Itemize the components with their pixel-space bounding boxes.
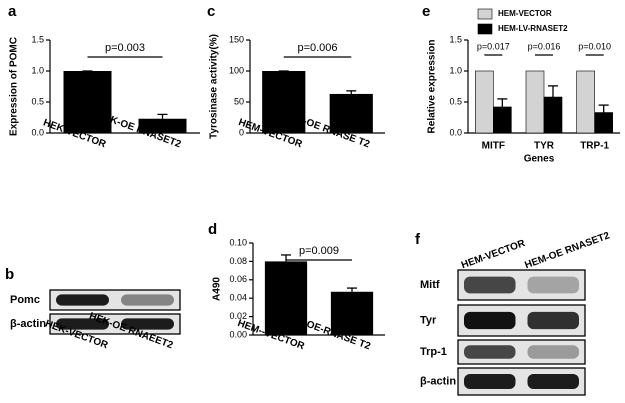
y-tick-label: 1.0 bbox=[449, 65, 462, 75]
bar bbox=[594, 112, 613, 134]
blot-band bbox=[121, 294, 174, 306]
blot-band bbox=[527, 345, 579, 359]
y-tick-label: 1.5 bbox=[449, 34, 462, 44]
y-tick-label: 0.0 bbox=[31, 127, 44, 137]
legend-label: HEM-VECTOR bbox=[498, 9, 552, 18]
error-bar bbox=[598, 104, 609, 113]
y-tick-label: 1.5 bbox=[31, 34, 44, 44]
y-tick-label: 0.10 bbox=[229, 237, 247, 247]
panel-letter: f bbox=[415, 231, 421, 248]
p-value: p=0.010 bbox=[578, 41, 611, 51]
y-axis-label: Tyrosinase activity(%) bbox=[209, 34, 220, 139]
panel-letter: b bbox=[5, 266, 14, 283]
y-axis-label: A490 bbox=[212, 277, 223, 301]
blot-row-label: Tyr bbox=[420, 314, 437, 326]
lane-label: HEM-VECTOR bbox=[460, 238, 527, 272]
y-tick-label: 0.5 bbox=[31, 96, 44, 106]
panel-letter: a bbox=[8, 3, 17, 20]
y-tick-label: 0.02 bbox=[229, 311, 247, 321]
bar bbox=[493, 106, 512, 134]
y-tick-label: 100 bbox=[229, 65, 244, 75]
blot-band bbox=[527, 373, 579, 390]
bar bbox=[525, 70, 545, 134]
blot-band bbox=[121, 318, 174, 330]
y-tick-label: 150 bbox=[229, 34, 244, 44]
blot-band bbox=[56, 318, 109, 330]
y-axis-label: Relative expression bbox=[427, 40, 438, 134]
y-tick-label: 0.0 bbox=[449, 127, 462, 137]
x-tick-label: TRP-1 bbox=[580, 141, 609, 152]
error-bar bbox=[548, 85, 558, 98]
blot-band bbox=[464, 276, 516, 294]
lane-label: HEM-OE RNASET2 bbox=[523, 230, 611, 271]
y-tick-label: 0.06 bbox=[229, 274, 247, 284]
blot-row-label: Pomc bbox=[10, 294, 40, 306]
bar bbox=[262, 71, 306, 133]
y-tick-label: 50 bbox=[234, 96, 244, 106]
bar bbox=[264, 261, 308, 335]
x-axis-label: Genes bbox=[524, 154, 555, 165]
bar bbox=[329, 93, 373, 133]
blot-band bbox=[464, 373, 516, 390]
p-value: p=0.003 bbox=[105, 42, 145, 54]
blot-strip bbox=[457, 339, 586, 365]
bar bbox=[576, 70, 595, 134]
p-value: p=0.017 bbox=[477, 41, 510, 51]
legend-label: HEM-LV-RNASET2 bbox=[498, 24, 568, 33]
blot-band bbox=[56, 294, 109, 306]
y-tick-label: 0.5 bbox=[449, 96, 462, 106]
bar bbox=[138, 118, 187, 133]
bar bbox=[63, 71, 112, 133]
p-value: p=0.006 bbox=[297, 42, 337, 54]
x-tick-label: TYR bbox=[534, 141, 555, 152]
y-tick-label: 0 bbox=[239, 127, 244, 137]
legend-swatch bbox=[477, 8, 493, 20]
blot-band bbox=[527, 311, 579, 330]
blot-row-label: Mitf bbox=[420, 279, 440, 291]
blot-band bbox=[527, 276, 579, 294]
p-value: p=0.016 bbox=[528, 41, 561, 51]
blot-row-label: Trp-1 bbox=[420, 346, 447, 358]
y-tick-label: 0.00 bbox=[229, 329, 247, 339]
panel-letter: d bbox=[208, 221, 217, 238]
error-bar bbox=[346, 90, 357, 94]
y-tick-label: 0.08 bbox=[229, 256, 247, 266]
error-bar bbox=[497, 98, 508, 107]
panel-letter: c bbox=[207, 3, 215, 20]
panel-letter: e bbox=[422, 3, 430, 20]
y-axis-label: Expression of POMC bbox=[9, 37, 20, 136]
x-tick-label: MITF bbox=[482, 141, 505, 152]
bar bbox=[330, 291, 374, 335]
bar bbox=[543, 96, 563, 134]
bar bbox=[475, 70, 494, 134]
y-tick-label: 1.0 bbox=[31, 65, 44, 75]
legend-swatch bbox=[477, 23, 493, 35]
error-bar bbox=[157, 113, 168, 119]
p-value: p=0.009 bbox=[299, 245, 339, 257]
error-bar bbox=[347, 287, 357, 292]
blot-row-label: β-actin bbox=[420, 375, 456, 387]
y-tick-label: 0.04 bbox=[229, 293, 247, 303]
blot-band bbox=[464, 345, 516, 359]
blot-row-label: β-actin bbox=[10, 318, 46, 330]
blot-band bbox=[464, 311, 516, 330]
